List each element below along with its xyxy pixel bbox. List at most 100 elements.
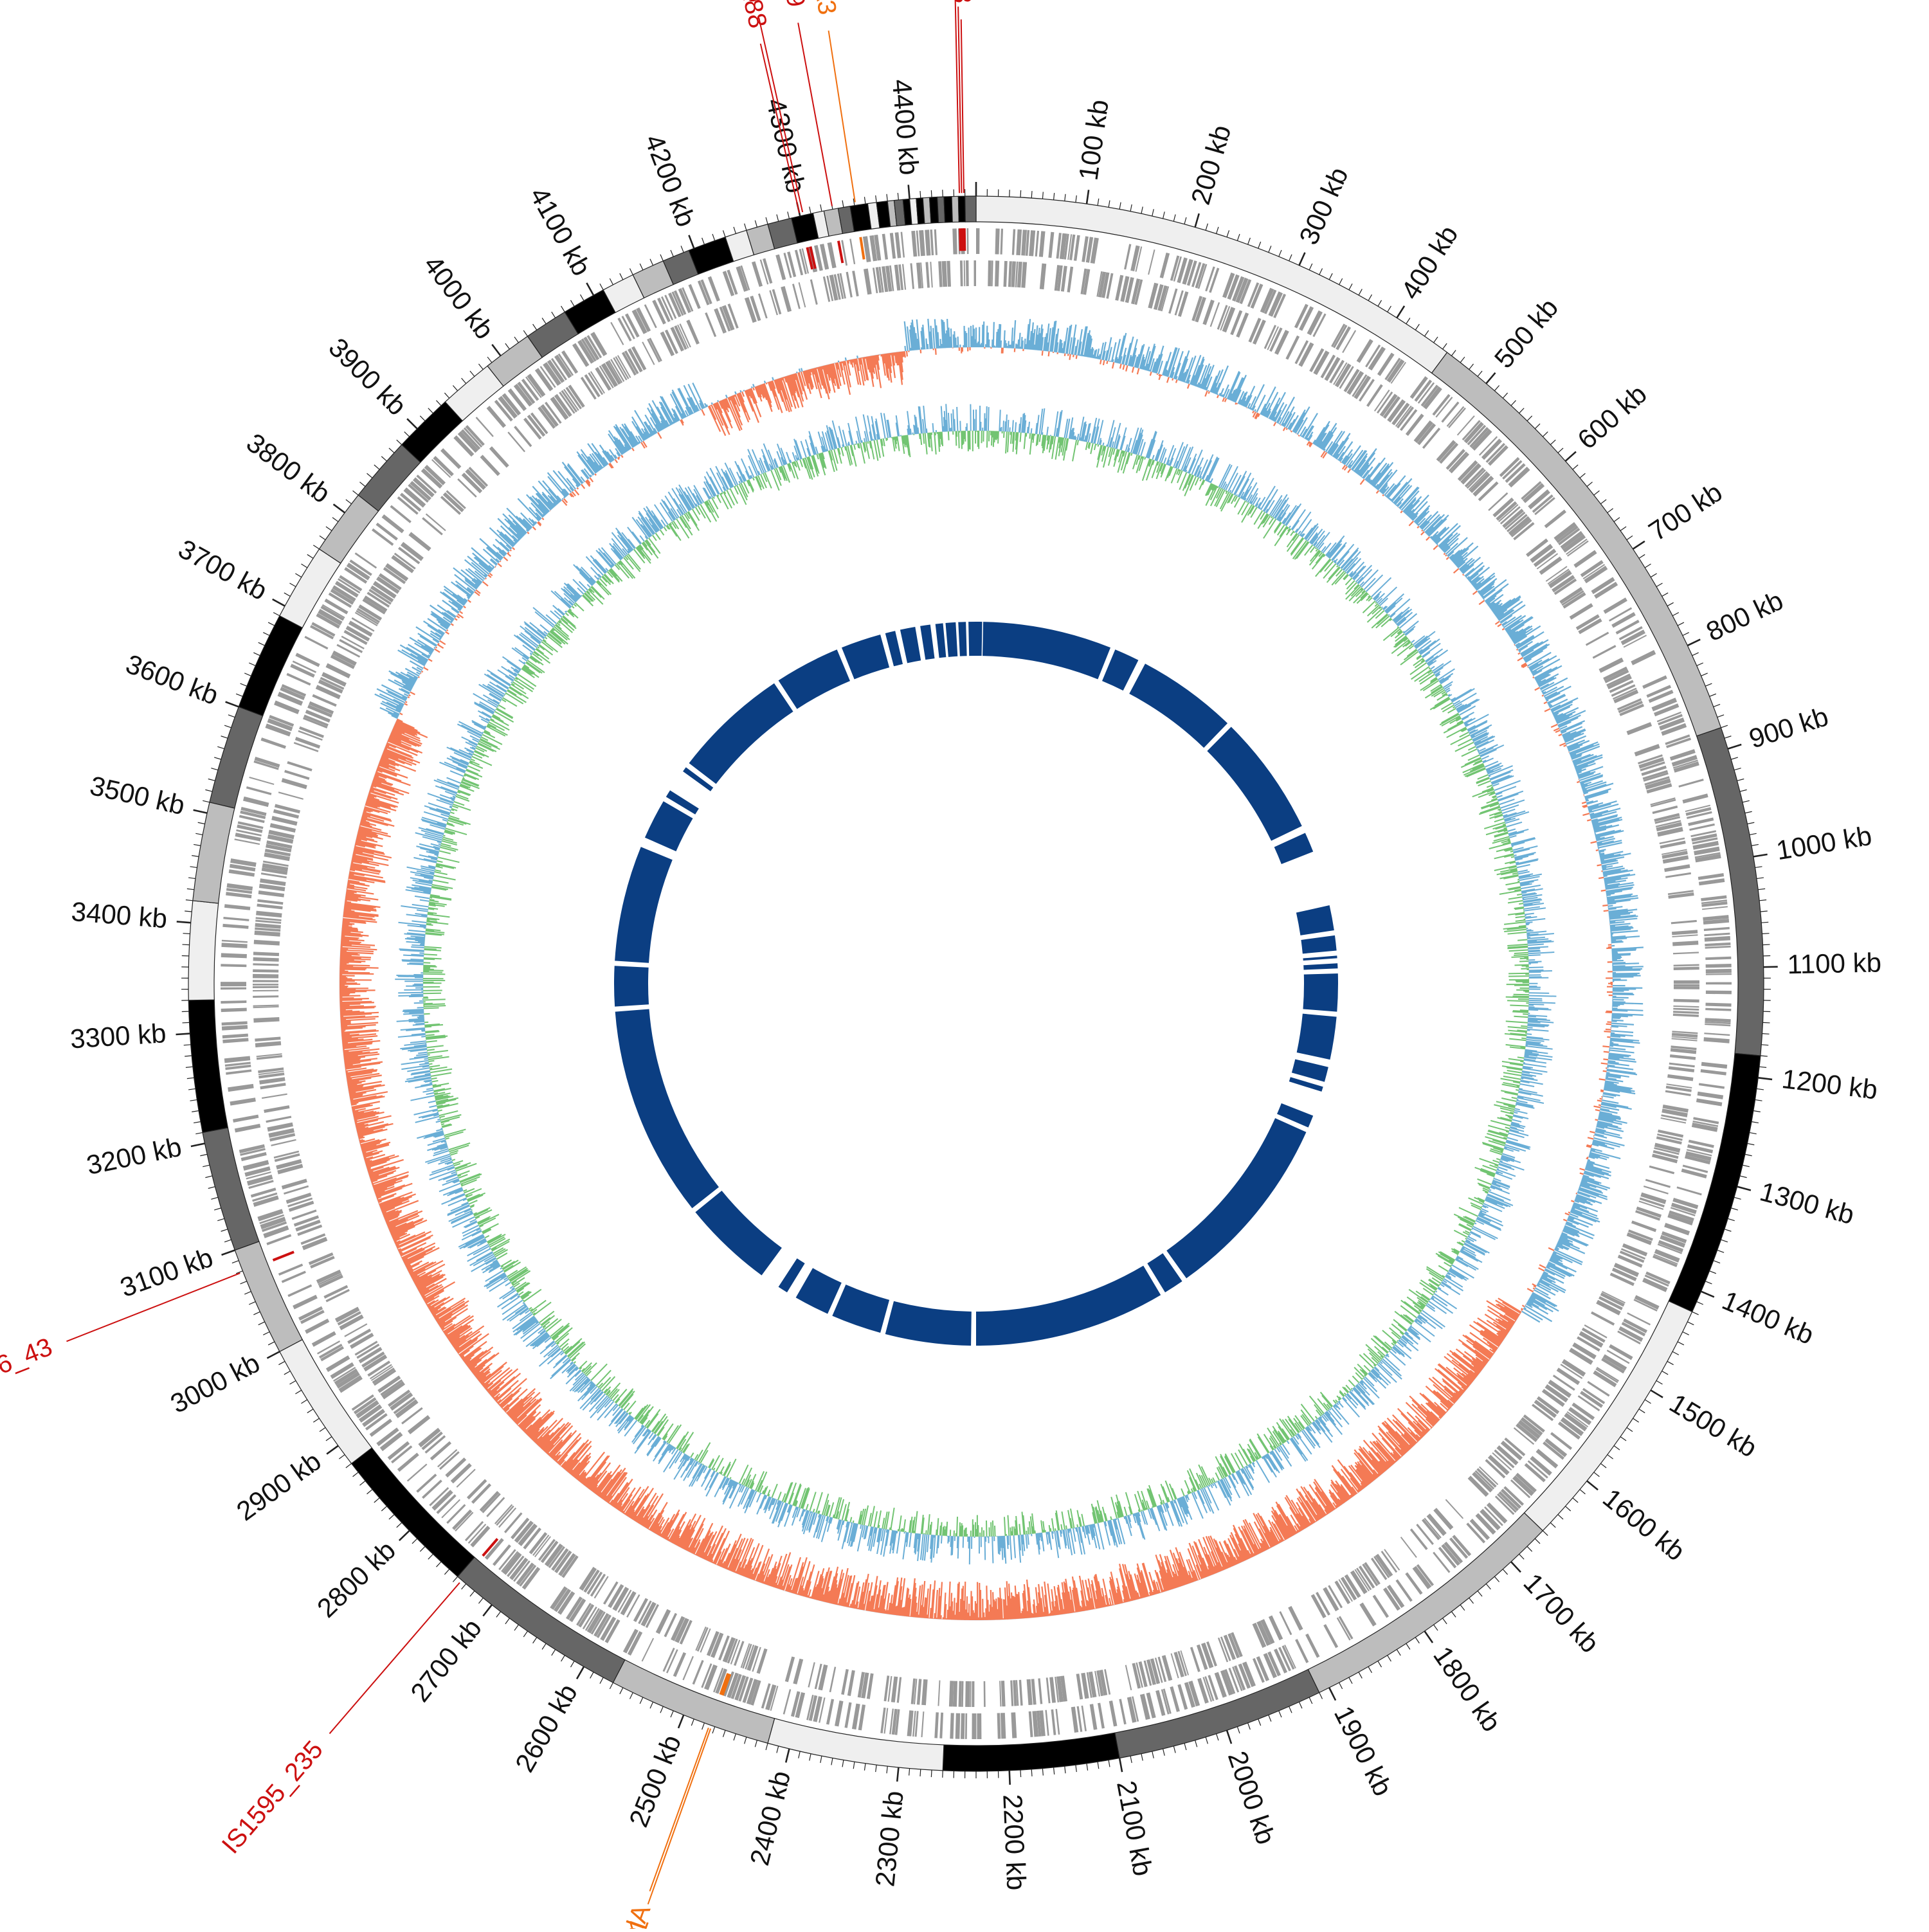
scale-tick: [523, 1631, 527, 1637]
cds-block: [1704, 933, 1730, 937]
scale-tick: [453, 386, 457, 391]
cds-block: [1706, 982, 1732, 985]
gc-skew-bar: [1473, 591, 1478, 594]
gc-skew-bar: [1445, 555, 1447, 556]
cds-block: [793, 1659, 803, 1684]
scale-tick: [810, 206, 811, 213]
scale-tick: [1672, 1351, 1679, 1355]
gc-skew-bar: [1606, 1024, 1611, 1025]
scale-tick: [1758, 1078, 1772, 1079]
scale-tick: [620, 1688, 623, 1694]
gc-skew-bar: [1586, 1158, 1588, 1159]
gc-skew-bar: [1535, 688, 1540, 691]
gc-skew-bar: [1270, 1547, 1271, 1548]
gc-skew-bar: [1417, 1441, 1418, 1442]
scale-tick: [552, 312, 556, 318]
gc-skew-bar: [1385, 495, 1386, 496]
scale-tick: [1633, 1418, 1639, 1422]
scale-tick: [1687, 640, 1700, 646]
scale-tick: [755, 221, 757, 228]
cds-block: [1295, 1639, 1309, 1663]
scale-tick: [1087, 190, 1089, 204]
cds-block: [1051, 1710, 1056, 1735]
scale-tick: [1748, 822, 1755, 824]
cds-block: [233, 1115, 258, 1123]
gc-skew-bar: [1613, 973, 1640, 974]
scale-tick: [1620, 1437, 1626, 1441]
scale-tick: [1692, 1312, 1699, 1315]
scale-tick: [1388, 1656, 1391, 1661]
cds-block: [1672, 941, 1698, 946]
cds-block: [1672, 930, 1698, 935]
scale-tick: [1697, 663, 1703, 665]
scale-tick: [1503, 1569, 1507, 1575]
gc-skew-bar: [1604, 1031, 1611, 1032]
gc-skew-bar: [424, 667, 428, 670]
cds-block: [1279, 1611, 1292, 1635]
contig-block: [944, 197, 952, 222]
scale-tick: [389, 448, 394, 453]
cds-block: [489, 446, 509, 467]
tick-label: 3500 kb: [87, 770, 188, 820]
scale-tick: [1478, 1591, 1482, 1596]
scale-tick: [586, 283, 593, 295]
scale-tick: [1184, 217, 1186, 224]
scale-tick: [1248, 1723, 1251, 1729]
cds-block: [785, 1656, 795, 1682]
cds-block: [919, 230, 925, 256]
gc-skew-bar: [1283, 428, 1285, 431]
scale-tick: [514, 1625, 518, 1630]
scale-tick: [931, 1770, 932, 1777]
scale-tick: [610, 1683, 613, 1689]
gc-skew-bar: [434, 647, 435, 648]
scale-tick: [1109, 1760, 1110, 1767]
cds-block: [934, 230, 937, 255]
gc-skew-bar: [1544, 702, 1547, 703]
cds-block: [1003, 261, 1007, 287]
scale-tick: [332, 518, 338, 521]
gc-skew-bar: [1235, 402, 1236, 404]
tick-label: 800 kb: [1701, 585, 1788, 647]
scale-tick: [428, 408, 433, 413]
cds-block: [255, 930, 280, 936]
scale-tick: [353, 491, 359, 495]
gc-skew-bar: [1502, 629, 1504, 630]
gc-skew-bar: [1599, 1079, 1606, 1080]
gc-skew-bar: [1580, 1168, 1585, 1169]
gc-skew-bar: [1222, 397, 1224, 401]
cds-block: [792, 284, 801, 309]
gc-skew-bar: [451, 624, 453, 626]
gc-skew-bar: [1150, 372, 1152, 375]
scale-tick: [301, 1400, 307, 1404]
gc-skew-bar: [1433, 545, 1438, 549]
scale-tick: [307, 1409, 313, 1413]
scale-tick: [412, 1539, 417, 1544]
cds-block: [1039, 231, 1046, 257]
cds-block: [455, 1512, 473, 1531]
tick-label: 3400 kb: [70, 896, 168, 934]
gc-skew-bar: [987, 326, 988, 348]
scale-tick: [203, 1165, 210, 1167]
tick-label: 1600 kb: [1597, 1483, 1691, 1567]
cds-block: [1119, 1699, 1126, 1724]
cds-block: [251, 1187, 276, 1197]
scale-tick: [1020, 1770, 1021, 1777]
scale-tick: [1725, 1229, 1731, 1231]
scale-tick: [1042, 192, 1043, 199]
cds-block: [253, 970, 278, 973]
scale-tick: [810, 1754, 811, 1761]
scale-tick: [208, 779, 215, 781]
cds-block: [408, 532, 431, 551]
gc-skew-bar: [342, 926, 352, 927]
scale-tick: [1645, 1400, 1651, 1404]
scale-tick: [1662, 593, 1669, 596]
scale-tick: [1042, 1769, 1043, 1776]
cds-block: [1001, 1713, 1006, 1738]
cds-block: [1109, 1701, 1118, 1726]
scale-tick: [1717, 715, 1724, 718]
scale-tick: [359, 482, 365, 487]
cds-block: [959, 1681, 962, 1707]
cds-block: [941, 261, 947, 287]
scale-tick: [1388, 306, 1391, 312]
